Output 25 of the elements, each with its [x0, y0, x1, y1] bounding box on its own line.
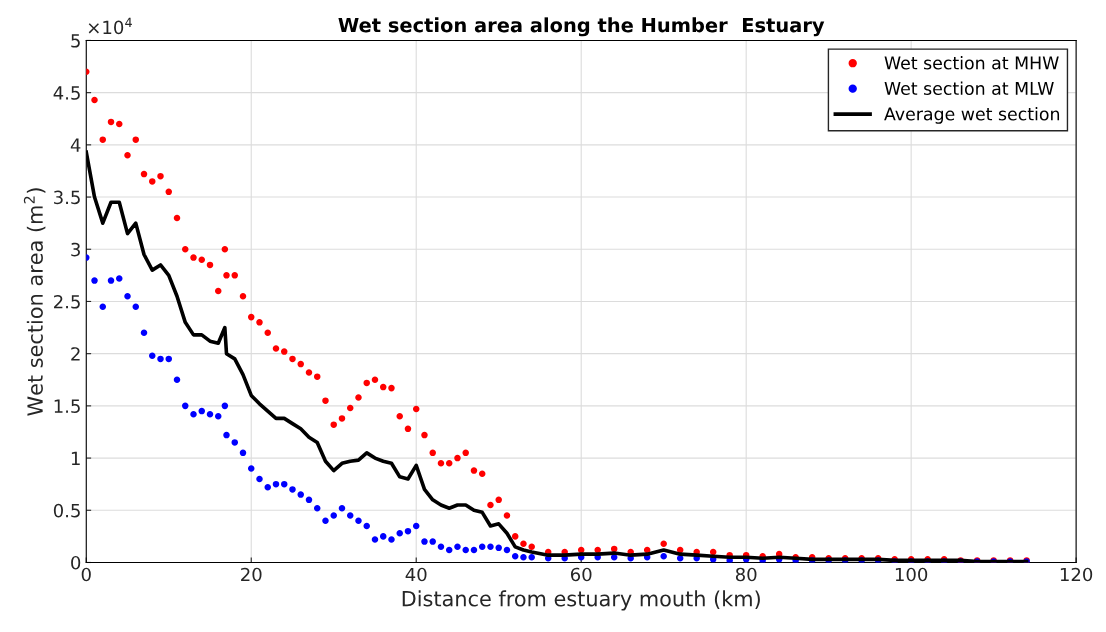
y-tick-label: 2 — [71, 347, 80, 361]
x-tick-label: 60 — [570, 567, 592, 582]
chart-title: Wet section area along the Humber Estuary — [338, 17, 825, 37]
legend-label: Average wet section — [884, 107, 1060, 124]
x-axis-title: Distance from estuary mouth (km) — [402, 590, 760, 611]
y-tick-label: 3 — [71, 242, 80, 257]
x-tick-label: 20 — [241, 567, 262, 582]
y-tick-label: 2.5 — [54, 294, 80, 309]
legend-label: Wet section at MHW — [884, 56, 1059, 70]
x-tick-label: 0 — [81, 567, 91, 582]
y-tick-label: 1.5 — [54, 399, 80, 413]
x-tick-label: 100 — [895, 567, 928, 582]
y-tick-label: 3.5 — [54, 190, 80, 205]
x-tick-label: 40 — [405, 567, 427, 582]
x-tick-label: 120 — [1060, 567, 1093, 582]
y-tick-label: 0.5 — [53, 503, 80, 518]
x-tick-label: 80 — [735, 567, 757, 582]
y-tick-label: 1 — [71, 451, 80, 465]
y-tick-label: 4 — [70, 138, 81, 152]
legend-label: Wet section at MLW — [884, 81, 1054, 95]
y-axis-title: Wet section area (m$^{2}$) — [23, 188, 46, 416]
y-tick-label: 4.5 — [53, 86, 80, 100]
y-tick-label: 0 — [71, 555, 81, 570]
y-tick-label: 5 — [71, 34, 80, 48]
text: ×10$^{4}$ — [88, 17, 132, 35]
